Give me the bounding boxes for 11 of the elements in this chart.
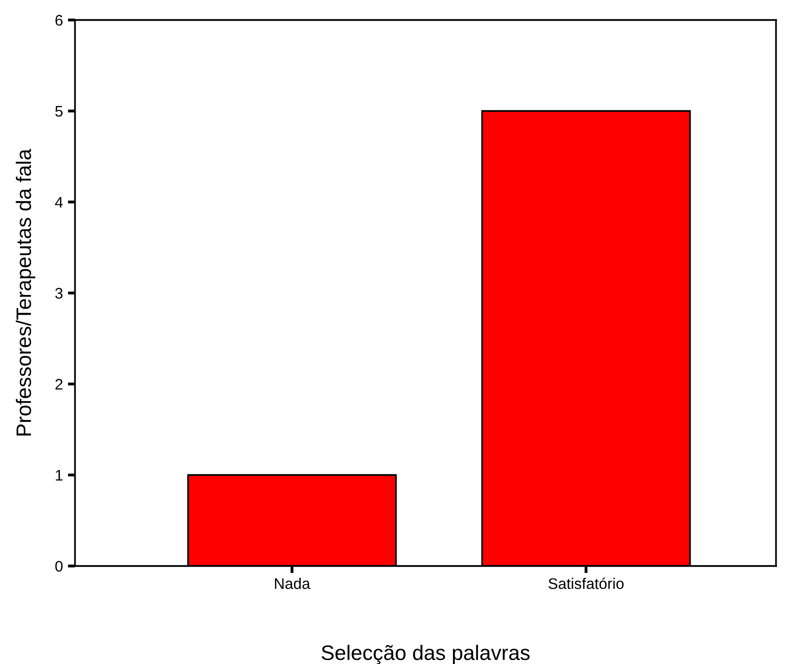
x-tick-label: Nada [274,578,310,590]
y-tick-label: 5 [55,106,63,117]
y-axis-title: Professores/Terapeutas da fala [16,148,36,436]
y-tick-label: 6 [55,14,63,26]
y-tick-label: 1 [56,470,62,481]
x-tick-label: Satisfatório [548,578,624,590]
y-tick-label: 2 [55,378,62,390]
x-axis-title: Selecção das palavras [322,644,530,664]
y-tick-label: 4 [55,197,63,208]
y-tick-label: 0 [55,560,63,572]
y-tick-label: 3 [55,288,63,299]
